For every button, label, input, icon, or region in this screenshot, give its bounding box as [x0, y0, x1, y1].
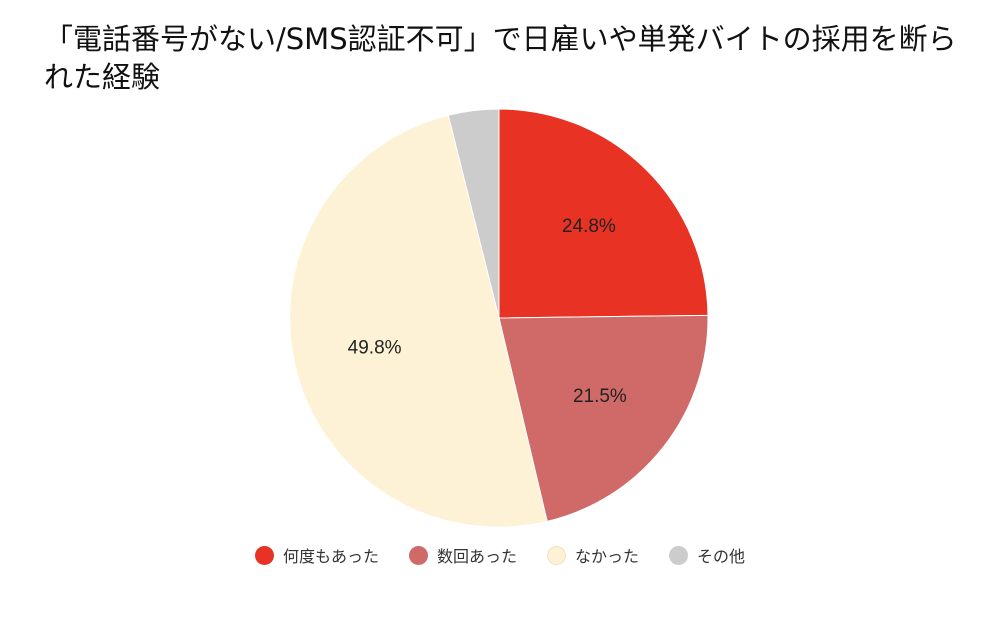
legend-label: 何度もあった	[282, 547, 379, 566]
chart-title: 「電話番号がない/SMS認証不可」で日雇いや単発バイトの採用を断られた経験	[44, 22, 957, 94]
pie-slice[interactable]	[498, 108, 709, 319]
legend-swatch	[669, 545, 689, 565]
pie-slice[interactable]	[498, 314, 709, 522]
legend-label: その他	[697, 547, 746, 566]
pie-slice[interactable]	[447, 108, 500, 319]
slice-data-label: 49.8%	[348, 337, 402, 358]
legend-item[interactable]: 数回あった	[408, 543, 517, 567]
legend-swatch	[408, 545, 428, 565]
legend-label: なかった	[575, 547, 640, 566]
legend-item[interactable]: 何度もあった	[254, 543, 379, 567]
legend-swatch	[254, 545, 274, 565]
pie-slice[interactable]	[289, 114, 548, 528]
chart-legend: 何度もあった 数回あった なかった その他	[0, 542, 1000, 568]
pie-slice-labels: 24.8% 21.5% 49.8%	[348, 216, 627, 407]
legend-item[interactable]: なかった	[547, 543, 639, 567]
legend-label: 数回あった	[436, 547, 517, 566]
legend-item[interactable]: その他	[669, 543, 745, 567]
pie-slices	[289, 108, 709, 528]
slice-data-label: 24.8%	[562, 216, 616, 237]
legend-swatch	[547, 545, 566, 565]
slice-data-label: 21.5%	[573, 386, 627, 407]
